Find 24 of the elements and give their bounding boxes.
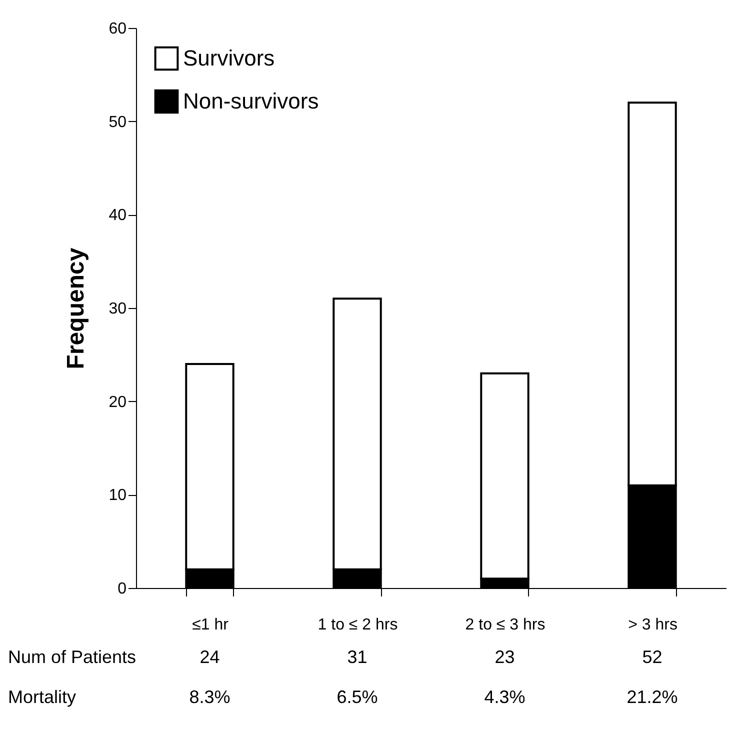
y-tick-label: 0 [118,580,127,598]
y-tick-label: 50 [108,114,127,131]
x-tick-label: 2 to ≤ 3 hrs [465,616,546,634]
y-tick-label: 40 [108,207,127,224]
y-axis-title: Frequency [62,247,90,370]
y-tick-label: 30 [108,300,127,318]
x-tick-label: 1 to ≤ 2 hrs [318,616,398,634]
text: Mortality [8,687,76,707]
x-tick-label: > 3 hrs [628,616,678,634]
text: 4.3% [484,687,526,707]
legend-label: Survivors [183,46,275,70]
text: 31 [347,647,368,667]
y-tick-label: 20 [108,394,127,411]
text: 24 [200,647,220,667]
text: Num of Patients [8,647,136,667]
y-tick-label: 10 [108,487,127,504]
text: 52 [642,647,662,667]
y-tick-label: 60 [108,20,127,38]
text: 6.5% [336,687,378,707]
legend-label: Non-survivors [183,88,319,114]
text: 8.3% [189,687,230,707]
x-tick-label: ≤1 hr [192,616,230,634]
text: 21.2% [626,687,678,707]
text: 23 [494,647,515,667]
